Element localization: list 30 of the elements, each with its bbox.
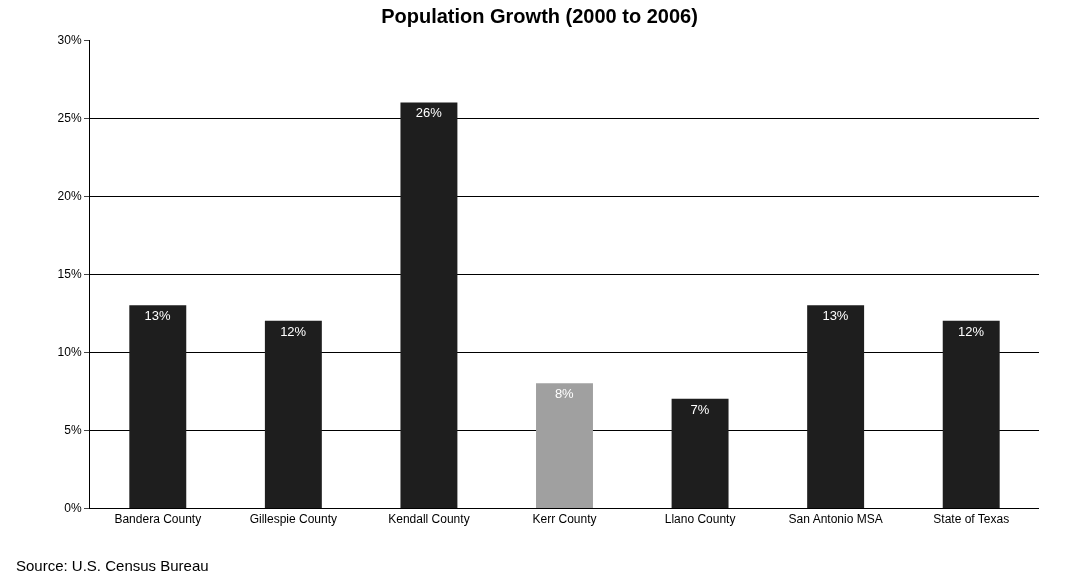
y-tick-label: 5% [64, 423, 82, 438]
x-tick-label: Bandera County [114, 512, 202, 527]
bar [671, 398, 729, 508]
y-tick-label: 20% [57, 189, 82, 204]
x-tick-label: Gillespie County [249, 512, 338, 527]
source-note: Source: U.S. Census Bureau [16, 557, 209, 574]
x-tick-label: State of Texas [933, 512, 1010, 527]
y-tick-label: 25% [57, 111, 82, 126]
x-tick-label: Llano County [664, 512, 736, 527]
data-label: 8% [554, 386, 575, 402]
data-label: 13% [144, 308, 172, 324]
x-tick-label: Kendall County [388, 512, 470, 527]
chart-title: Population Growth (2000 to 2006) [381, 4, 698, 27]
bar [264, 320, 322, 508]
data-label: 12% [280, 323, 307, 339]
data-label: 7% [690, 401, 710, 417]
bar [400, 102, 458, 508]
y-tick-label: 10% [57, 345, 82, 360]
data-label: 13% [822, 308, 849, 324]
bar [942, 320, 1000, 508]
bar [536, 383, 593, 508]
data-label: 26% [415, 105, 443, 121]
data-label: 12% [957, 323, 985, 339]
y-tick-label: 30% [57, 33, 82, 48]
y-tick-label: 0% [64, 501, 82, 516]
y-tick-label: 15% [57, 267, 82, 282]
bar [807, 305, 865, 508]
x-tick-label: Kerr County [532, 512, 597, 527]
x-tick-label: San Antonio MSA [788, 512, 883, 527]
bar [129, 305, 187, 508]
